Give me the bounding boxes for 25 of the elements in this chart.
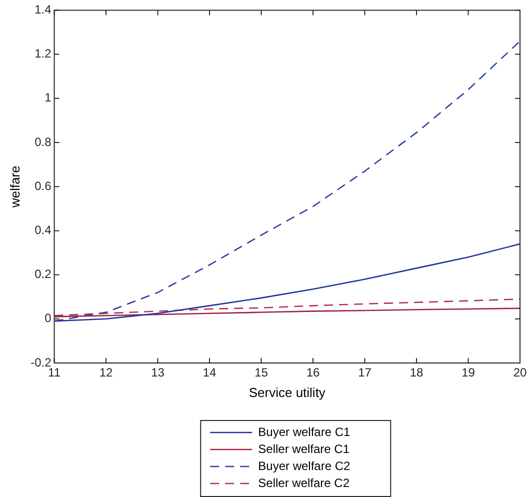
- x-tick-label: 18: [410, 366, 424, 380]
- y-tick-label: 0.6: [34, 178, 52, 193]
- x-tick-label: 20: [513, 366, 527, 380]
- legend-label: Seller welfare C2: [258, 476, 350, 490]
- line-series: [54, 40, 520, 322]
- legend-label: Seller welfare C1: [258, 442, 350, 456]
- legend-label: Buyer welfare C2: [258, 458, 351, 473]
- x-tick-label: 12: [99, 366, 114, 380]
- line-series: [54, 298, 520, 316]
- x-axis-title: Service utility: [248, 384, 326, 400]
- y-tick-label: 0.8: [34, 134, 52, 149]
- y-tick-label: 0.4: [34, 223, 52, 238]
- y-axis-title: welfare: [7, 166, 22, 209]
- y-tick-label: 1.4: [34, 2, 52, 17]
- y-tick-label: 1: [44, 90, 52, 105]
- y-tick-label: 1.2: [34, 46, 52, 61]
- x-tick-label: 15: [254, 366, 268, 380]
- x-tick-label: 16: [306, 366, 320, 380]
- x-tick-label: 14: [202, 366, 217, 380]
- x-tick-label: 13: [151, 366, 165, 380]
- y-tick-label: 0: [44, 311, 52, 326]
- legend-label: Buyer welfare C1: [258, 424, 351, 439]
- y-tick-label: 0.2: [34, 267, 52, 282]
- x-tick-label: 19: [462, 366, 476, 380]
- x-tick-label: 17: [358, 366, 372, 380]
